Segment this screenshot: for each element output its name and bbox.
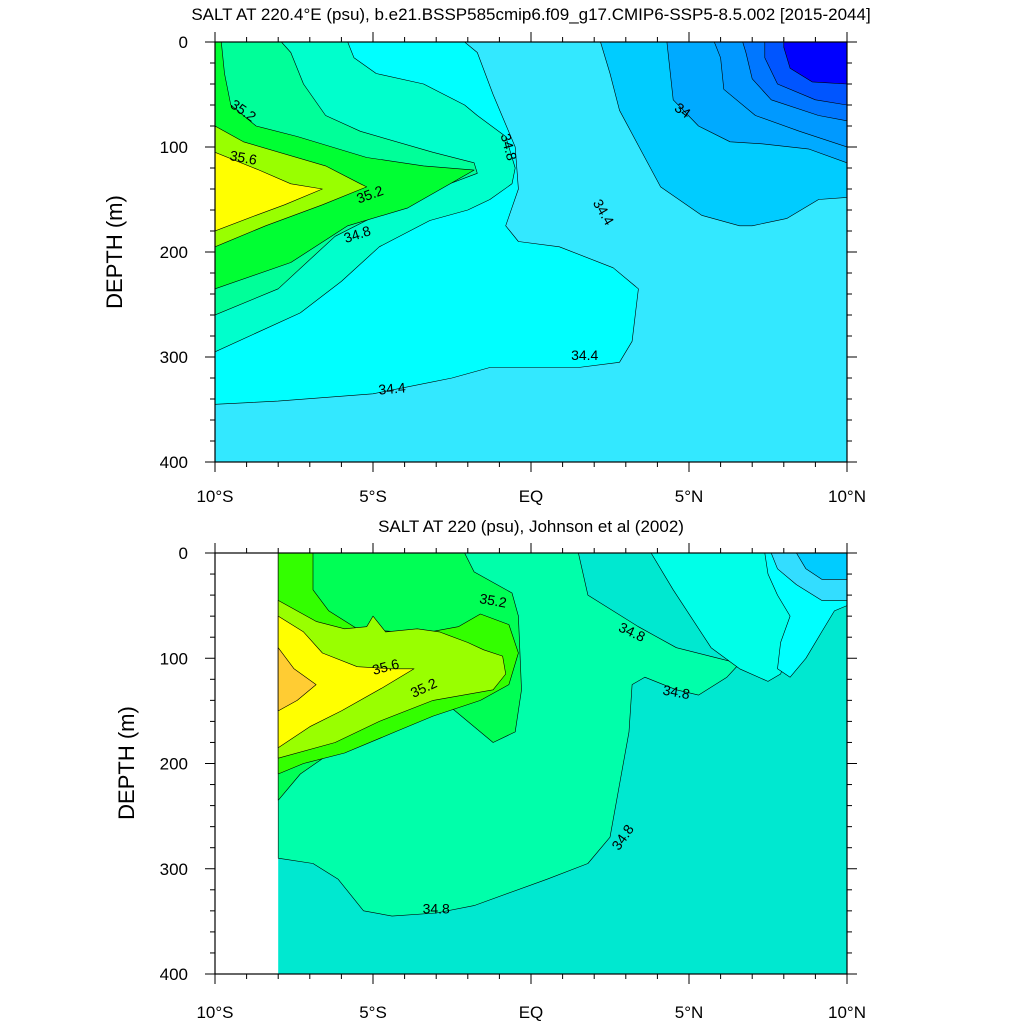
y-tick-label: 0 xyxy=(179,544,188,563)
y-tick-label: 100 xyxy=(160,138,188,157)
y-tick-label: 100 xyxy=(160,649,188,668)
x-tick-label: 5°N xyxy=(675,487,704,506)
bottom-contour-panel: SALT AT 220 (psu), Johnson et al (2002) 3… xyxy=(114,517,866,1022)
y-axis: 0 100 200 300 400 xyxy=(160,33,857,472)
y-tick-label: 200 xyxy=(160,755,188,774)
contour-label-text: 34.8 xyxy=(423,901,450,917)
chart-title: SALT AT 220 (psu), Johnson et al (2002) xyxy=(378,517,684,536)
contour-label: 34.8 xyxy=(498,132,521,163)
contour-fill-layer: 35.235.635.234.834.834.434.434.434 xyxy=(215,42,847,462)
chart-title: SALT AT 220.4°E (psu), b.e21.BSSP585cmip… xyxy=(191,5,870,24)
contour-label: 34.4 xyxy=(378,379,407,397)
contour-region-33-2 xyxy=(783,42,847,85)
x-axis: 10°S 5°S EQ 5°N 10°N xyxy=(196,32,866,506)
contour-region-35-6 xyxy=(215,152,323,232)
y-tick-label: 200 xyxy=(160,243,188,262)
contour-label: 34.8 xyxy=(423,901,450,917)
x-axis: 10°S 5°S EQ 5°N 10°N xyxy=(196,543,866,1022)
contour-label-text: 34.4 xyxy=(571,347,598,363)
y-tick-label: 0 xyxy=(179,33,188,52)
y-tick-label: 300 xyxy=(160,860,188,879)
contour-label-text: 34.8 xyxy=(662,682,692,703)
contour-label-text: 35.6 xyxy=(229,147,259,168)
y-tick-label: 300 xyxy=(160,348,188,367)
y-axis: 0 100 200 300 400 xyxy=(160,544,857,984)
y-axis-title: DEPTH (m) xyxy=(114,706,139,820)
contour-label-text: 34.8 xyxy=(498,132,521,163)
x-tick-label: EQ xyxy=(519,1003,544,1022)
contour-label: 35.6 xyxy=(370,655,401,678)
x-tick-label: 10°S xyxy=(196,1003,233,1022)
y-axis-title: DEPTH (m) xyxy=(102,195,127,309)
x-tick-label: 10°N xyxy=(828,487,866,506)
x-tick-label: 5°S xyxy=(359,1003,387,1022)
x-tick-label: 5°N xyxy=(675,1003,704,1022)
x-tick-label: 10°N xyxy=(828,1003,866,1022)
contour-label-text: 35.2 xyxy=(478,590,508,611)
x-tick-label: 10°S xyxy=(196,487,233,506)
contour-label: 35.2 xyxy=(478,590,508,611)
y-tick-label: 400 xyxy=(160,453,188,472)
contour-label-text: 34.4 xyxy=(378,379,407,397)
x-tick-label: 5°S xyxy=(359,487,387,506)
contour-label: 35.6 xyxy=(229,147,259,168)
y-tick-label: 400 xyxy=(160,965,188,984)
contour-region-34 xyxy=(796,553,847,580)
contour-label: 34.8 xyxy=(662,682,692,703)
x-tick-label: EQ xyxy=(519,487,544,506)
contour-region-35-6 xyxy=(277,615,415,749)
contour-region-35-8 xyxy=(277,647,317,712)
contour-label: 34.4 xyxy=(571,347,598,363)
contour-fill-layer: 35.235.635.234.834.834.834.8 xyxy=(277,553,847,974)
contour-region-35-2 xyxy=(215,42,475,290)
contour-label-text: 35.6 xyxy=(370,655,401,678)
top-contour-panel: SALT AT 220.4°E (psu), b.e21.BSSP585cmip… xyxy=(102,5,871,506)
